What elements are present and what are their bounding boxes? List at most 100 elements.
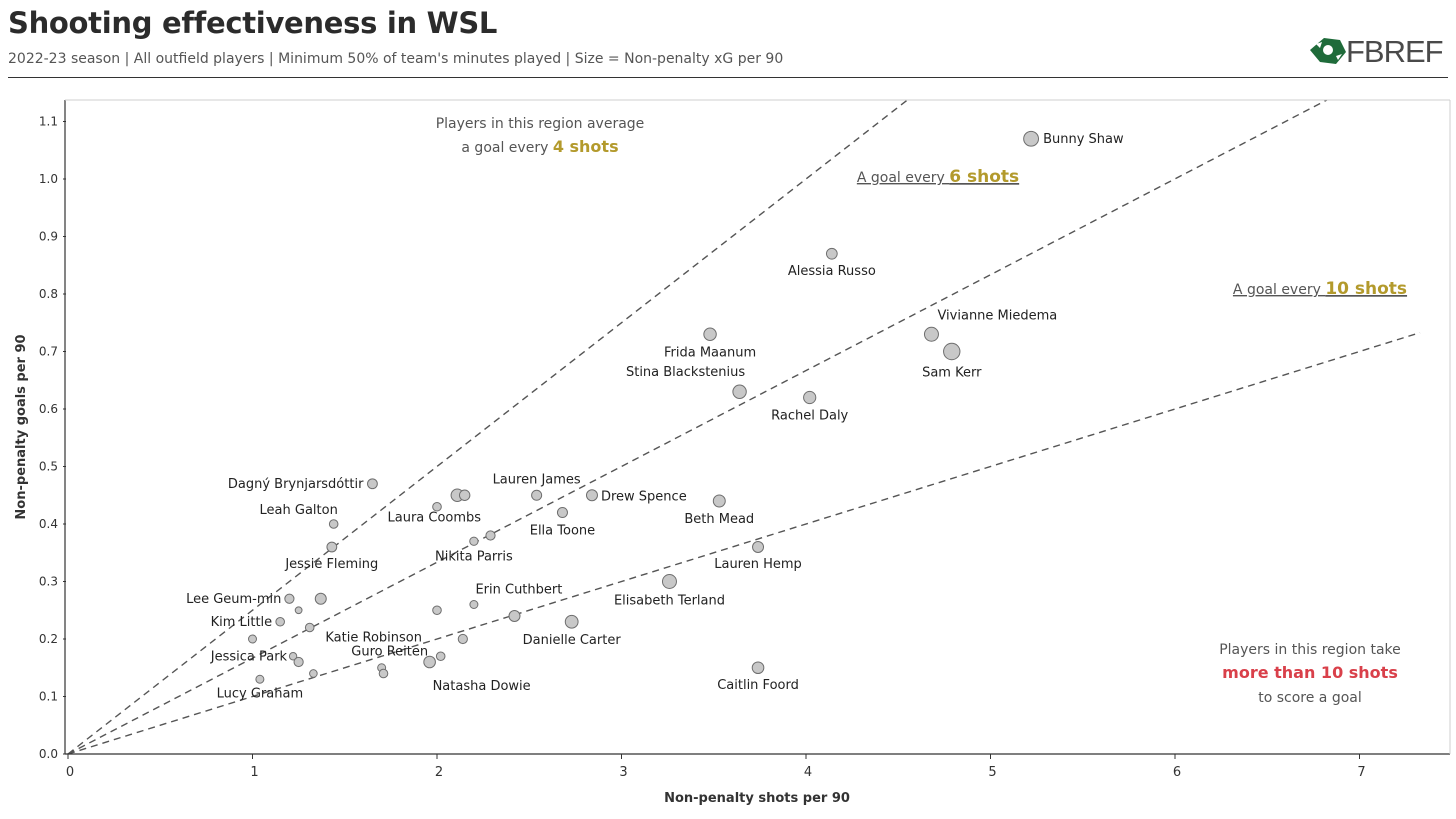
point-labels: Bunny Shaw Alessia Russo Vivianne Miedema S… — [186, 132, 1124, 702]
point-label-frida-maanum: Frida Maanum — [664, 345, 756, 360]
point-lauren-hemp — [752, 541, 765, 553]
point-erin-cuthbert — [469, 600, 479, 609]
annotation-4-highlight: 4 shots — [553, 137, 619, 156]
point-label-ella-toone: Ella Toone — [530, 524, 595, 539]
point-label-bunny-shaw: Bunny Shaw — [1043, 132, 1124, 147]
point-unlabeled — [432, 605, 442, 616]
header-divider — [8, 77, 1448, 78]
point-elisabeth-terland — [661, 574, 677, 589]
point-stina-blackstenius — [732, 384, 747, 399]
point-label-stina-blackstenius: Stina Blackstenius — [626, 365, 745, 380]
reference-lines — [67, 99, 1421, 755]
point-label-guro-reiten: Guro Reiten — [351, 644, 428, 659]
logo-text: FBREF — [1346, 34, 1443, 69]
tick-labels: 0 1 2 3 4 5 6 7 0.0 0.1 0.2 0.3 0.4 0.5 0.6 0.7 0.8 0.9 1.… — [39, 115, 1366, 781]
axes — [64, 99, 1451, 755]
point-leah-galton — [328, 519, 339, 529]
point-unlabeled — [432, 501, 442, 512]
point-lee-geum-min — [284, 593, 295, 604]
point-label-natasha-dowie: Natasha Dowie — [433, 679, 531, 694]
point-jessica-park — [288, 652, 298, 661]
annotation-6-prefix: A goal every — [857, 170, 949, 186]
annotation-10-shots: A goal every 10 shots — [1233, 279, 1407, 299]
annotation-4-shots: Players in this region average a goal ev… — [436, 116, 645, 156]
y-tick-label: 0.9 — [39, 230, 58, 244]
point-drew-spence — [585, 489, 598, 502]
point-unlabeled — [485, 530, 496, 541]
point-label-elisabeth-terland: Elisabeth Terland — [614, 594, 725, 609]
y-tick-label: 0.5 — [39, 460, 58, 474]
point-dagn-brynjarsd-ttir — [367, 478, 378, 490]
point-kim-little — [275, 616, 285, 627]
point-nikita-parris — [469, 536, 479, 546]
x-tick-label: 6 — [1173, 765, 1181, 780]
point-unlabeled — [378, 668, 389, 679]
point-jessie-fleming — [326, 541, 338, 553]
point-label-alessia-russo: Alessia Russo — [788, 264, 876, 279]
point-label-laura-coombs: Laura Coombs — [388, 510, 482, 525]
fbref-logo: FBREF — [1310, 34, 1444, 69]
point-label-jessie-fleming: Jessie Fleming — [284, 557, 378, 572]
y-tick-label: 0.0 — [39, 747, 58, 761]
y-tick-label: 1.1 — [39, 115, 58, 129]
annotation-10plus-shots: Players in this region take more than 10… — [1219, 642, 1401, 706]
logo-ball-icon — [1310, 38, 1346, 64]
y-tick-label: 0.1 — [39, 690, 58, 704]
point-label-jessica-park: Jessica Park — [210, 649, 288, 664]
point-label-caitlin-foord: Caitlin Foord — [717, 678, 799, 693]
point-bunny-shaw — [1023, 130, 1040, 147]
point-unlabeled — [508, 610, 521, 622]
point-label-katie-robinson: Katie Robinson — [325, 631, 422, 646]
point-label-danielle-carter: Danielle Carter — [523, 633, 622, 648]
point-ella-toone — [556, 506, 568, 519]
point-unlabeled — [458, 489, 471, 501]
annotation-6-highlight: 6 shots — [949, 167, 1019, 187]
point-danielle-carter — [564, 614, 579, 629]
point-label-sam-kerr: Sam Kerr — [922, 366, 982, 381]
point-label-beth-mead: Beth Mead — [684, 512, 754, 527]
point-unlabeled — [294, 606, 303, 615]
annotation-10plus-line3: to score a goal — [1258, 690, 1362, 706]
point-lauren-james — [531, 489, 543, 501]
point-caitlin-foord — [751, 661, 765, 675]
point-alessia-russo — [825, 247, 838, 260]
chart-subtitle: 2022-23 season | All outfield players | … — [8, 51, 784, 67]
x-tick-label: 7 — [1357, 765, 1365, 780]
y-tick-label: 0.6 — [39, 402, 58, 416]
point-sam-kerr — [943, 342, 961, 361]
annotation-10-prefix: A goal every — [1233, 282, 1325, 298]
y-tick-label: 0.7 — [39, 345, 58, 359]
annotation-6-shots: A goal every 6 shots — [857, 167, 1019, 187]
data-points — [248, 130, 1040, 684]
point-unlabeled — [309, 669, 318, 678]
x-axis-label: Non-penalty shots per 90 — [664, 791, 850, 806]
y-axis-label: Non-penalty goals per 90 — [14, 334, 29, 519]
point-label-nikita-parris: Nikita Parris — [435, 549, 513, 564]
point-label-vivianne-miedema: Vivianne Miedema — [937, 308, 1057, 323]
point-label-rachel-daly: Rachel Daly — [771, 409, 848, 424]
point-label-lee-geum-min: Lee Geum-min — [186, 592, 281, 607]
point-label-drew-spence: Drew Spence — [601, 489, 687, 504]
reference-line-10-shots — [67, 331, 1421, 755]
y-tick-label: 0.4 — [39, 517, 58, 531]
x-tick-label: 2 — [435, 765, 443, 780]
point-vivianne-miedema — [923, 326, 939, 342]
point-beth-mead — [712, 494, 726, 508]
x-tick-label: 0 — [66, 765, 74, 780]
point-unlabeled — [457, 633, 468, 645]
point-label-lauren-james: Lauren James — [493, 472, 581, 487]
y-tick-label: 0.8 — [39, 287, 58, 301]
x-tick-label: 1 — [250, 765, 258, 780]
annotation-4-line2: a goal every 4 shots — [461, 137, 618, 156]
point-unlabeled — [293, 656, 304, 668]
reference-line-6-shots — [67, 99, 1328, 755]
annotation-4-line1: Players in this region average — [436, 116, 645, 132]
x-tick-label: 4 — [804, 765, 812, 780]
point-label-leah-galton: Leah Galton — [260, 503, 338, 518]
point-frida-maanum — [703, 327, 717, 341]
reference-line-4-shots — [67, 99, 908, 755]
point-label-erin-cuthbert: Erin Cuthbert — [475, 583, 562, 598]
chart-title: Shooting effectiveness in WSL — [8, 6, 498, 40]
point-label-lauren-hemp: Lauren Hemp — [714, 557, 802, 572]
